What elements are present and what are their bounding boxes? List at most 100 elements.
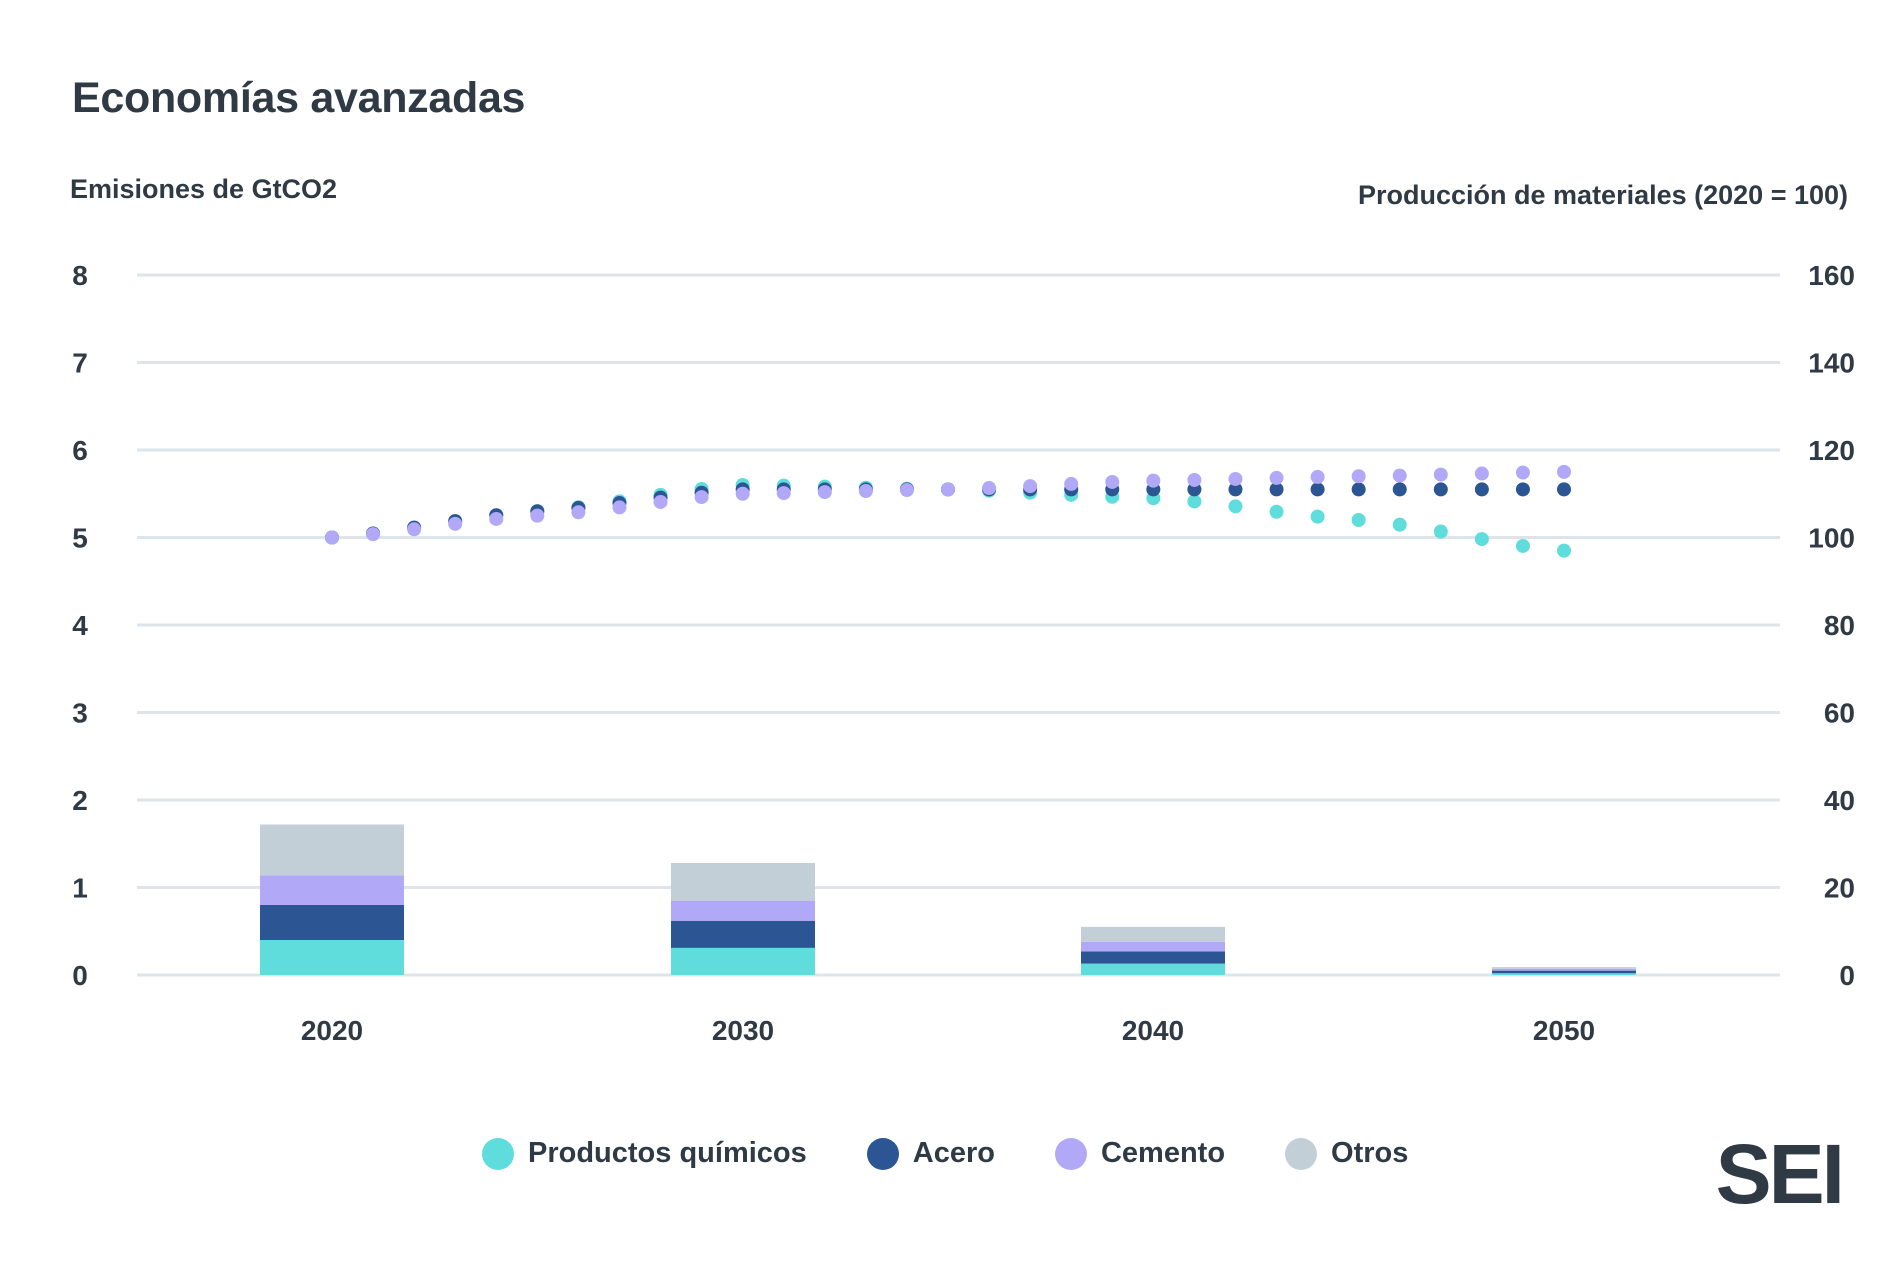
line-point bbox=[1310, 482, 1325, 497]
bar-segment bbox=[1492, 973, 1636, 975]
right-axis-title: Producción de materiales (2020 = 100) bbox=[1358, 180, 1848, 210]
line-point bbox=[899, 483, 914, 498]
line-point bbox=[1515, 538, 1530, 553]
legend-item-cemento: Cemento bbox=[1054, 1137, 1226, 1170]
y-tick-label: 3 bbox=[72, 698, 88, 729]
legend-label-cemento: Cemento bbox=[1100, 1137, 1226, 1169]
line-point bbox=[1557, 543, 1571, 558]
y-tick-label: 8 bbox=[72, 260, 88, 291]
line-point bbox=[1105, 474, 1120, 489]
y-tick-label: 1 bbox=[72, 873, 88, 904]
bar-segment bbox=[671, 863, 815, 901]
line-point bbox=[817, 485, 832, 500]
line-point bbox=[1310, 469, 1325, 484]
bar-segment bbox=[1081, 951, 1225, 964]
y-tick-label: 6 bbox=[72, 435, 88, 466]
line-point bbox=[1392, 517, 1407, 532]
line-point bbox=[1392, 482, 1407, 497]
y2-tick-label: 120 bbox=[1808, 435, 1855, 466]
legend-label-otros: Otros bbox=[1331, 1137, 1409, 1169]
bar-segment bbox=[260, 940, 404, 975]
legend: Productos químicos Acero Cemento Otros bbox=[482, 1137, 1468, 1170]
line-point bbox=[1557, 482, 1571, 497]
line-point bbox=[1351, 482, 1366, 497]
legend-swatch-productos-quimicos bbox=[482, 1137, 514, 1170]
x-tick-label: 2020 bbox=[301, 1015, 363, 1046]
line-point bbox=[1187, 472, 1202, 487]
legend-item-productos-quimicos: Productos químicos bbox=[482, 1137, 807, 1170]
x-tick-label: 2050 bbox=[1533, 1015, 1595, 1046]
line-point bbox=[1269, 482, 1284, 497]
bar-segment bbox=[671, 900, 815, 921]
bar-segment bbox=[1492, 970, 1636, 974]
line-point bbox=[489, 511, 504, 526]
legend-swatch-acero bbox=[866, 1137, 899, 1170]
y2-tick-label: 0 bbox=[1839, 960, 1855, 991]
y2-tick-label: 40 bbox=[1824, 785, 1855, 816]
line-point bbox=[1228, 471, 1243, 486]
line-point bbox=[1515, 465, 1530, 480]
line-point bbox=[612, 500, 627, 515]
bar-segment bbox=[1081, 926, 1225, 942]
line-point bbox=[1351, 469, 1366, 484]
line-point bbox=[1064, 476, 1079, 491]
line-point bbox=[1515, 482, 1530, 497]
y2-tick-label: 80 bbox=[1824, 610, 1855, 641]
bar-segment bbox=[1492, 968, 1636, 971]
bar-segment bbox=[671, 947, 815, 975]
line-point bbox=[776, 486, 791, 501]
line-point bbox=[1433, 482, 1448, 497]
line-point bbox=[941, 482, 955, 497]
x-tick-label: 2030 bbox=[712, 1015, 774, 1046]
y2-tick-label: 160 bbox=[1808, 260, 1855, 291]
line-point bbox=[653, 494, 668, 509]
line-point bbox=[1433, 524, 1448, 539]
line-point bbox=[1187, 494, 1202, 509]
bar-segment bbox=[1492, 967, 1636, 969]
line-series-cemento bbox=[325, 464, 1571, 545]
bar-segment bbox=[260, 905, 404, 940]
line-point bbox=[1474, 466, 1489, 481]
legend-swatch-cemento bbox=[1054, 1137, 1087, 1170]
left-axis-title: Emisiones de GtCO2 bbox=[70, 174, 338, 204]
line-point bbox=[858, 484, 873, 499]
legend-item-acero: Acero bbox=[866, 1137, 995, 1170]
y2-tick-label: 140 bbox=[1808, 348, 1855, 379]
line-point bbox=[1023, 479, 1038, 494]
y2-tick-label: 60 bbox=[1824, 698, 1855, 729]
chart-title: Economías avanzadas bbox=[72, 74, 526, 122]
line-point bbox=[448, 516, 463, 531]
line-point bbox=[1474, 532, 1489, 547]
y-tick-label: 0 bbox=[72, 960, 88, 991]
y-tick-label: 7 bbox=[72, 348, 88, 379]
line-point bbox=[530, 508, 545, 523]
y2-tick-label: 20 bbox=[1824, 873, 1855, 904]
line-point bbox=[1392, 468, 1407, 483]
line-point bbox=[325, 530, 339, 545]
line-point bbox=[1228, 499, 1243, 514]
line-point bbox=[1310, 509, 1325, 524]
line-point bbox=[407, 522, 422, 537]
y-tick-label: 5 bbox=[72, 523, 88, 554]
legend-label-productos-quimicos: Productos químicos bbox=[528, 1137, 807, 1169]
legend-swatch-otros bbox=[1285, 1137, 1318, 1170]
line-point bbox=[735, 486, 750, 501]
legend-label-acero: Acero bbox=[912, 1137, 995, 1169]
line-point bbox=[1351, 513, 1366, 527]
line-point bbox=[1146, 473, 1161, 488]
x-tick-label: 2040 bbox=[1122, 1015, 1184, 1046]
y-tick-label: 4 bbox=[72, 610, 88, 641]
bar-segment bbox=[1081, 963, 1225, 975]
line-point bbox=[366, 527, 381, 542]
line-point bbox=[1269, 504, 1284, 519]
bar-segment bbox=[260, 824, 404, 876]
line-point bbox=[1557, 464, 1571, 479]
bar-segment bbox=[260, 875, 404, 905]
legend-item-otros: Otros bbox=[1285, 1137, 1408, 1170]
line-point bbox=[1474, 482, 1489, 497]
bar-segment bbox=[671, 920, 815, 948]
line-point bbox=[1228, 482, 1243, 497]
line-point bbox=[1433, 467, 1448, 482]
line-point bbox=[694, 490, 709, 505]
